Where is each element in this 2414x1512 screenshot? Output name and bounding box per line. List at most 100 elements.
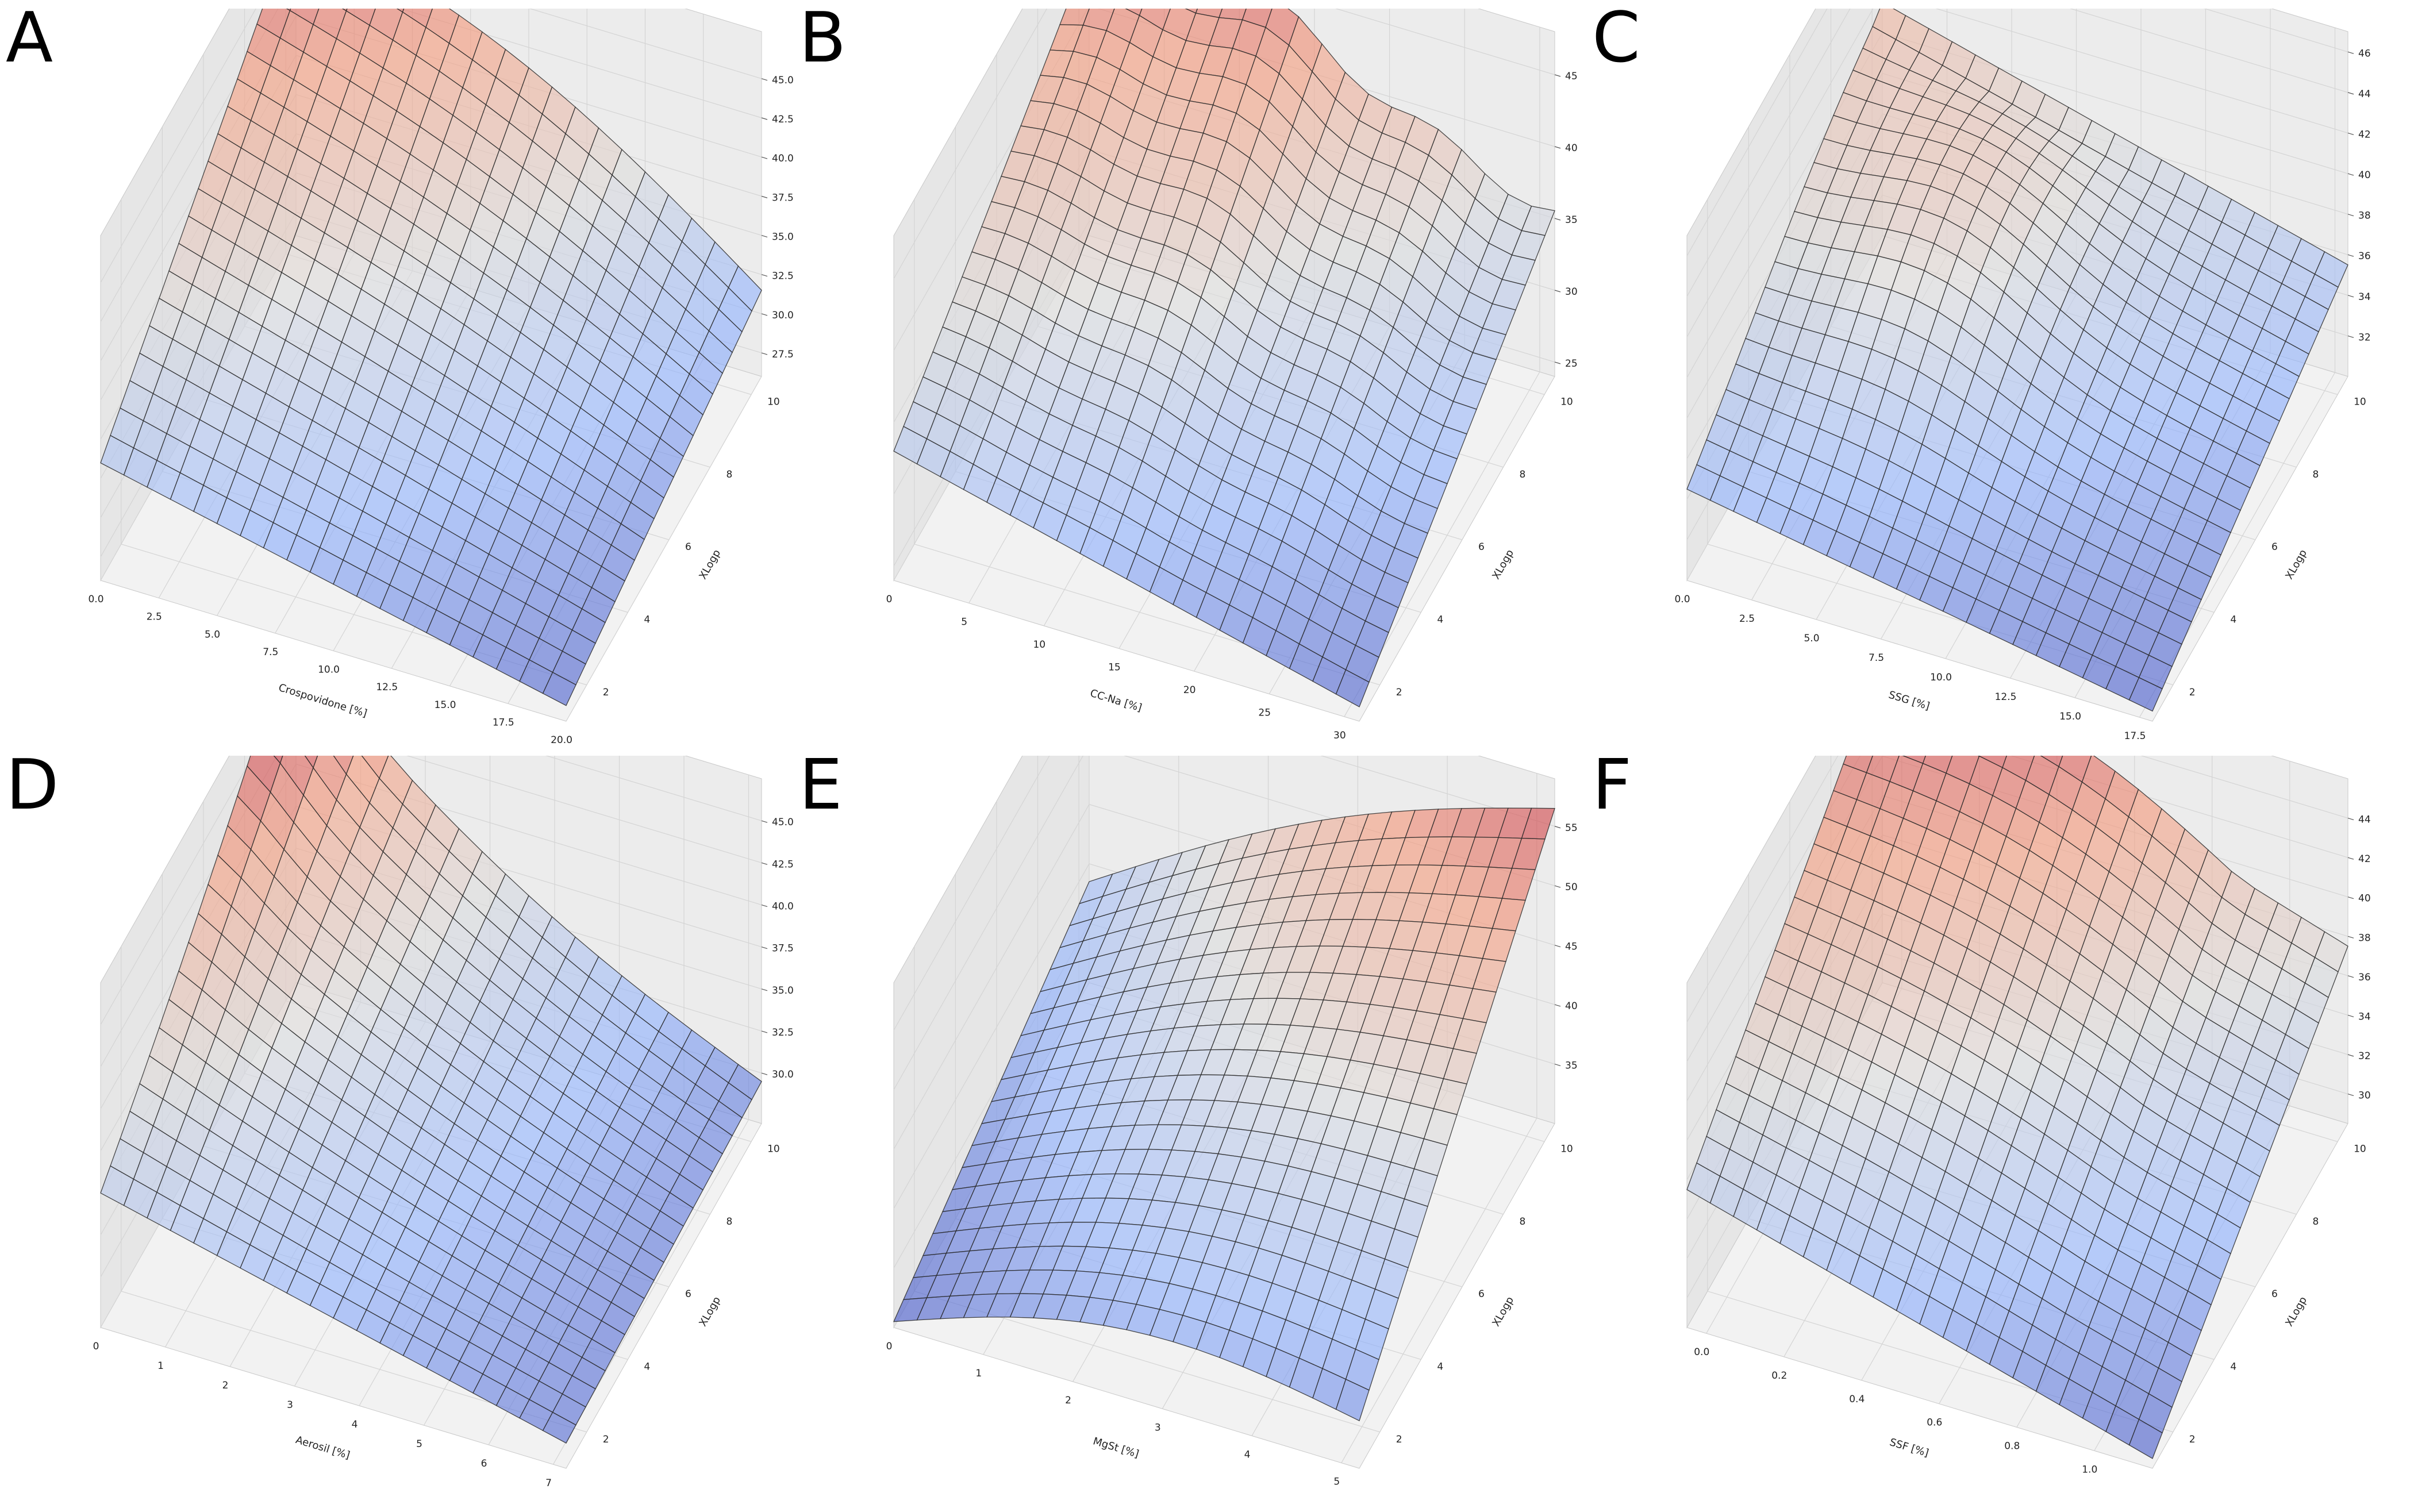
z-tick-mark xyxy=(761,274,768,277)
grid-z xyxy=(2069,9,2348,93)
x-tick-label: 10.0 xyxy=(1930,672,1952,683)
z-tick-label: 42.5 xyxy=(772,859,794,870)
z-tick-label: 32.5 xyxy=(772,1027,794,1038)
z-tick-label: 40 xyxy=(2358,170,2371,181)
surface-mesh xyxy=(1686,756,2348,1459)
grid-z xyxy=(2140,756,2348,819)
x-tick-label: 2.5 xyxy=(147,611,162,623)
surface-mesh xyxy=(893,807,1555,1422)
z-tick-label: 55 xyxy=(1565,822,1578,834)
panel-b: 0 5 10 15 20 25 30 CC-Na [%] 2 4 6 8 10 XLogp 25 30 35 40… xyxy=(799,4,1598,756)
x-tick-label: 2.5 xyxy=(1739,613,1755,625)
z-tick-mark xyxy=(1554,945,1561,948)
y-tick-label: 6 xyxy=(685,1288,691,1300)
y-tick-label: 2 xyxy=(2189,1434,2196,1445)
z-tick-label: 37.5 xyxy=(772,943,794,955)
grid-z xyxy=(893,756,1050,1031)
z-tick-label: 32 xyxy=(2358,1051,2371,1062)
x-tick-label: 12.5 xyxy=(376,682,398,693)
x-tick-label: 0.6 xyxy=(1927,1417,1942,1429)
z-tick-label: 30.0 xyxy=(772,310,794,321)
grid-z xyxy=(893,9,1048,279)
z-tick-label: 40.0 xyxy=(772,901,794,913)
x-tick-label: 0.4 xyxy=(1849,1394,1865,1405)
z-tick-mark xyxy=(761,78,768,81)
grid-z xyxy=(1320,756,1555,827)
z-tick-label: 44 xyxy=(2358,89,2371,100)
z-tick-label: 46 xyxy=(2358,48,2371,59)
z-tick-label: 45 xyxy=(1565,71,1578,82)
panel-label-b: B xyxy=(799,0,847,78)
z-tick-label: 45 xyxy=(1565,941,1578,953)
z-tick-mark xyxy=(1554,74,1561,77)
y-tick-label: 6 xyxy=(685,541,691,553)
x-tick-label: 0.0 xyxy=(88,594,103,605)
grid-z xyxy=(1335,9,1555,75)
z-tick-mark xyxy=(2347,173,2354,176)
x-tick-label: 17.5 xyxy=(2124,730,2146,742)
y-tick-label: 4 xyxy=(644,614,650,626)
grid-x xyxy=(566,376,762,722)
y-tick-label: 6 xyxy=(1478,1288,1485,1300)
x-tick-label: 1 xyxy=(975,1368,982,1379)
z-tick-label: 42 xyxy=(2358,853,2371,865)
z-tick-mark xyxy=(2347,817,2354,821)
y-axis-label: XLogp xyxy=(1490,1295,1516,1329)
z-tick-mark xyxy=(761,1030,768,1033)
surface-plot-a: 0.0 2.5 5.0 7.5 10.0 12.5 15.0 17.5 20.0 Crospovi… xyxy=(88,9,794,746)
x-tick-label: 5.0 xyxy=(1804,633,1819,644)
z-tick-label: 25 xyxy=(1565,358,1578,370)
x-tick-label: 5 xyxy=(961,617,967,628)
z-tick-label: 40 xyxy=(1565,143,1578,154)
z-tick-label: 30.0 xyxy=(772,1069,794,1080)
z-tick-mark xyxy=(761,195,768,198)
z-tick-mark xyxy=(761,234,768,238)
y-tick-label: 2 xyxy=(603,1434,609,1445)
x-tick-label: 7.5 xyxy=(1869,652,1884,664)
z-tick-mark xyxy=(761,904,768,907)
x-axis-label: SSG [%] xyxy=(1887,689,1931,713)
z-tick-label: 32 xyxy=(2358,332,2371,343)
y-tick-label: 8 xyxy=(1520,469,1526,480)
z-tick-mark xyxy=(2347,214,2354,217)
grid-z xyxy=(1686,9,1828,256)
grid-z xyxy=(529,9,762,79)
y-axis-label: XLogp xyxy=(1490,548,1516,582)
z-tick-label: 38 xyxy=(2358,932,2371,944)
z-tick-mark xyxy=(761,352,768,355)
y-tick-label: 6 xyxy=(2271,1288,2278,1300)
z-tick-label: 38 xyxy=(2358,210,2371,222)
x-tick-label: 5 xyxy=(416,1438,422,1450)
grid-z xyxy=(2203,9,2348,52)
x-tick-label: 15 xyxy=(1108,662,1121,674)
z-tick-mark xyxy=(1554,1004,1561,1007)
z-tick-label: 37.5 xyxy=(772,192,794,203)
z-tick-label: 44 xyxy=(2358,814,2371,826)
y-tick-label: 2 xyxy=(1396,687,1402,698)
surface-plot-d: 0 1 2 3 4 5 6 7 Aerosil [%] 2 4 6 8 10 XLogp 30.0 32.5 35… xyxy=(93,756,794,1489)
z-tick-mark xyxy=(761,1072,768,1075)
axes: 0.0 0.2 0.4 0.6 0.8 1.0 SSF [%] 2 4 6 8 10 XLogp 30 32… xyxy=(1694,814,2371,1476)
x-axis-label: Crospovidone [%] xyxy=(277,682,368,720)
surface-cell xyxy=(542,672,576,706)
x-tick-label: 25 xyxy=(1258,707,1271,719)
y-tick-label: 2 xyxy=(1396,1434,1402,1445)
z-tick-label: 50 xyxy=(1565,882,1578,893)
z-tick-mark xyxy=(2347,1054,2354,1057)
surface-plot-b: 0 5 10 15 20 25 30 CC-Na [%] 2 4 6 8 10 XLogp 25 30 35 40… xyxy=(886,9,1578,741)
y-axis-label: XLogp xyxy=(697,1295,723,1329)
x-tick-label: 3 xyxy=(287,1399,293,1411)
y-axis-label: XLogp xyxy=(2283,548,2309,582)
z-tick-label: 35.0 xyxy=(772,985,794,997)
grid-z xyxy=(545,756,762,821)
x-tick-label: 6 xyxy=(481,1458,487,1469)
x-axis-label: Aerosil [%] xyxy=(294,1434,351,1461)
surface-cell xyxy=(542,1411,576,1444)
z-tick-mark xyxy=(761,313,768,316)
surface-mesh xyxy=(893,9,1555,707)
z-tick-label: 35 xyxy=(1565,214,1578,226)
z-tick-mark xyxy=(2347,1093,2354,1097)
panel-label-c: C xyxy=(1592,0,1640,78)
